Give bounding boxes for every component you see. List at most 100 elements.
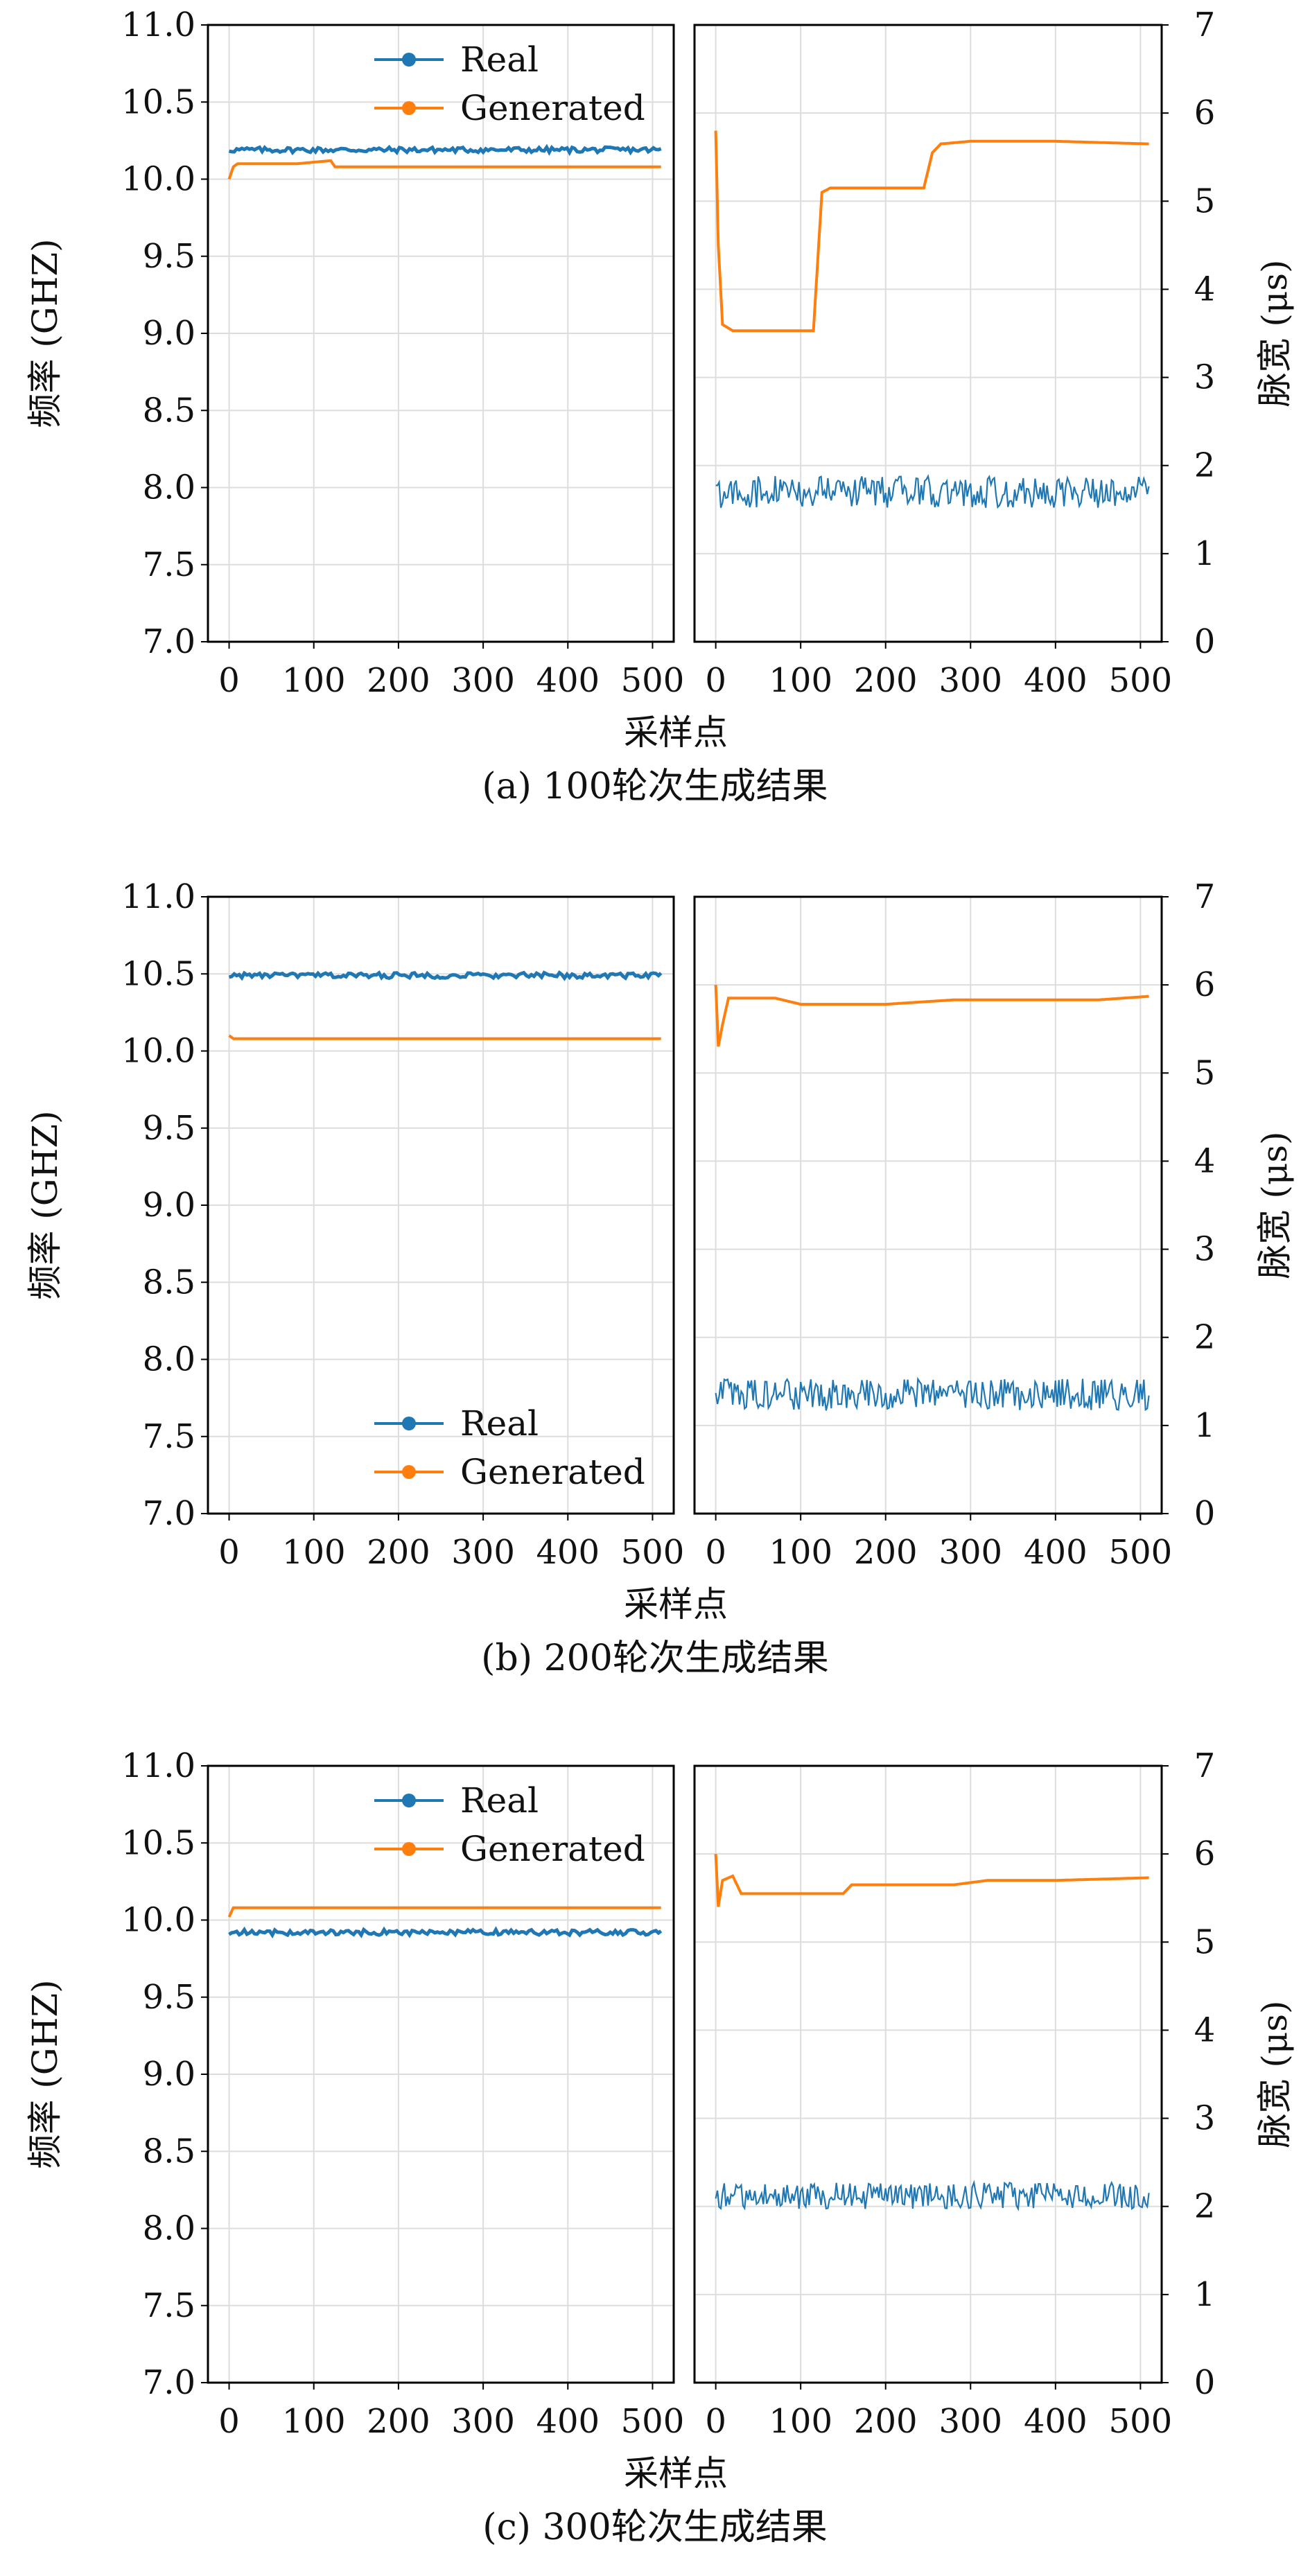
- y-tick-label: 2: [1194, 446, 1216, 485]
- y-tick-label: 10.0: [121, 160, 195, 199]
- left-panel: 7.0 7.5 8.0 8.5 9.0 9.5 10.0 10.5 11.0 0 100 200 300…: [121, 6, 684, 700]
- left-series-real: [229, 970, 663, 981]
- y-tick-label: 1: [1194, 534, 1216, 573]
- y-tick-label: 10.0: [121, 1901, 195, 1940]
- y-tick-label: 1: [1194, 2275, 1216, 2314]
- y-tick-label: 9.0: [143, 1186, 195, 1225]
- x-axis-title: 采样点: [624, 712, 728, 753]
- y-tick-label: 11.0: [121, 6, 195, 44]
- x-tick-label: 500: [1109, 661, 1173, 700]
- x-axis-title: 采样点: [624, 1584, 728, 1624]
- x-tick-label: 400: [1024, 2402, 1088, 2441]
- x-tick-label: 0: [218, 661, 240, 700]
- y-tick-label: 8.5: [143, 391, 195, 430]
- y-tick-label: 2: [1194, 1318, 1216, 1357]
- x-tick-label: 300: [938, 1533, 1002, 1572]
- y-tick-label: 7.5: [143, 1417, 195, 1456]
- x-tick-label: 300: [938, 661, 1002, 700]
- y-tick-label: 9.5: [143, 237, 195, 276]
- right-panel-frame: [693, 24, 1163, 643]
- y-tick-label: 3: [1194, 2099, 1216, 2138]
- y-tick-label: 9.5: [143, 1109, 195, 1148]
- x-tick-label: 400: [1024, 1533, 1088, 1572]
- x-tick-label: 500: [1109, 1533, 1173, 1572]
- y-axis-title-right: 脉宽 (μs): [1255, 2000, 1295, 2148]
- x-tick-label: 400: [536, 1533, 600, 1572]
- left-series-generated: [227, 1906, 661, 1918]
- right-panel: 0 1 2 3 4 5 6 7 0 100 200 300 400 500: [693, 1746, 1216, 2441]
- x-tick-label: 0: [705, 1533, 726, 1572]
- right-series-generated: [714, 985, 1149, 1047]
- y-tick-label: 10.5: [121, 82, 195, 121]
- left-panel: 7.0 7.5 8.0 8.5 9.0 9.5 10.0 10.5 11.0 0 100 200 300…: [121, 877, 684, 1572]
- x-tick-label: 400: [536, 661, 600, 700]
- legend-label-generated: Generated: [460, 1829, 645, 1869]
- y-tick-label: 8.5: [143, 2132, 195, 2171]
- y-tick-label: 8.5: [143, 1263, 195, 1302]
- legend-marker-generated: [402, 101, 416, 115]
- right-series-generated: [714, 1853, 1149, 1907]
- x-tick-label: 100: [282, 1533, 346, 1572]
- x-tick-label: 200: [854, 1533, 918, 1572]
- right-panel-frame: [693, 1764, 1163, 2384]
- x-tick-label: 500: [1109, 2402, 1173, 2441]
- x-tick-label: 0: [705, 661, 726, 700]
- legend-marker-real: [402, 1417, 416, 1430]
- y-tick-label: 8.0: [143, 468, 195, 507]
- y-tick-label: 7.5: [143, 2286, 195, 2325]
- y-tick-label: 7: [1194, 6, 1216, 44]
- y-axis-title-left: 频率 (GHZ): [25, 1979, 65, 2168]
- legend-label-real: Real: [460, 1780, 539, 1821]
- legend: Real Generated: [374, 1403, 645, 1492]
- left-series-real: [228, 143, 662, 157]
- chart-block-2: 7.07.58.08.59.09.510.010.511.00 100 200 300…: [25, 877, 1295, 1679]
- y-tick-label: 8.0: [143, 2209, 195, 2248]
- y-tick-label: 0: [1194, 622, 1216, 661]
- x-tick-label: 500: [621, 1533, 685, 1572]
- x-tick-label: 200: [854, 661, 918, 700]
- left-series-generated: [227, 159, 661, 180]
- y-tick-label: 9.5: [143, 1978, 195, 2017]
- x-tick-label: 400: [536, 2402, 600, 2441]
- y-tick-label: 5: [1194, 1053, 1216, 1092]
- legend-marker-generated: [402, 1842, 416, 1856]
- x-tick-label: 100: [282, 2402, 346, 2441]
- y-tick-label: 7: [1194, 1746, 1216, 1785]
- y-tick-label: 10.0: [121, 1032, 195, 1071]
- chart-caption: (b) 200轮次生成结果: [481, 1638, 829, 1679]
- legend: Real Generated: [374, 1780, 645, 1869]
- chart-block-3: 7.07.58.08.59.09.510.010.511.00 100 200 300…: [25, 1746, 1295, 2548]
- y-tick-label: 5: [1194, 1922, 1216, 1961]
- x-tick-label: 300: [938, 2402, 1002, 2441]
- chart-caption: (c) 300轮次生成结果: [482, 2507, 827, 2548]
- y-tick-label: 3: [1194, 358, 1216, 397]
- x-tick-label: 400: [1024, 661, 1088, 700]
- y-axis-title-left: 频率 (GHZ): [25, 1110, 65, 1299]
- y-tick-label: 0: [1194, 1494, 1216, 1533]
- legend-label-generated: Generated: [460, 88, 645, 128]
- right-series-generated: [714, 130, 1149, 333]
- left-panel: 7.0 7.5 8.0 8.5 9.0 9.5 10.0 10.5 11.0 0 100 200 300…: [121, 1746, 684, 2441]
- y-tick-label: 9.0: [143, 314, 195, 353]
- legend-marker-real: [402, 1794, 416, 1807]
- x-tick-label: 100: [769, 2402, 832, 2441]
- y-tick-label: 6: [1194, 1834, 1216, 1873]
- y-tick-label: 7.0: [143, 622, 195, 661]
- right-series-real: [715, 2180, 1150, 2211]
- x-tick-label: 200: [367, 661, 430, 700]
- x-tick-label: 200: [367, 2402, 430, 2441]
- legend-label-generated: Generated: [460, 1452, 645, 1492]
- right-panel: 0 1 2 3 4 5 6 7 0 100 200 300 400 500: [693, 877, 1216, 1572]
- y-tick-label: 2: [1194, 2187, 1216, 2226]
- left-series-generated: [228, 1034, 661, 1040]
- y-tick-label: 3: [1194, 1230, 1216, 1269]
- x-tick-label: 300: [451, 1533, 515, 1572]
- x-tick-label: 0: [705, 2402, 726, 2441]
- y-tick-label: 7: [1194, 877, 1216, 916]
- x-axis-title: 采样点: [624, 2453, 728, 2494]
- x-tick-label: 100: [282, 661, 346, 700]
- legend-label-real: Real: [460, 40, 539, 80]
- y-tick-label: 4: [1194, 270, 1216, 308]
- legend-label-real: Real: [460, 1403, 539, 1444]
- x-tick-label: 200: [367, 1533, 430, 1572]
